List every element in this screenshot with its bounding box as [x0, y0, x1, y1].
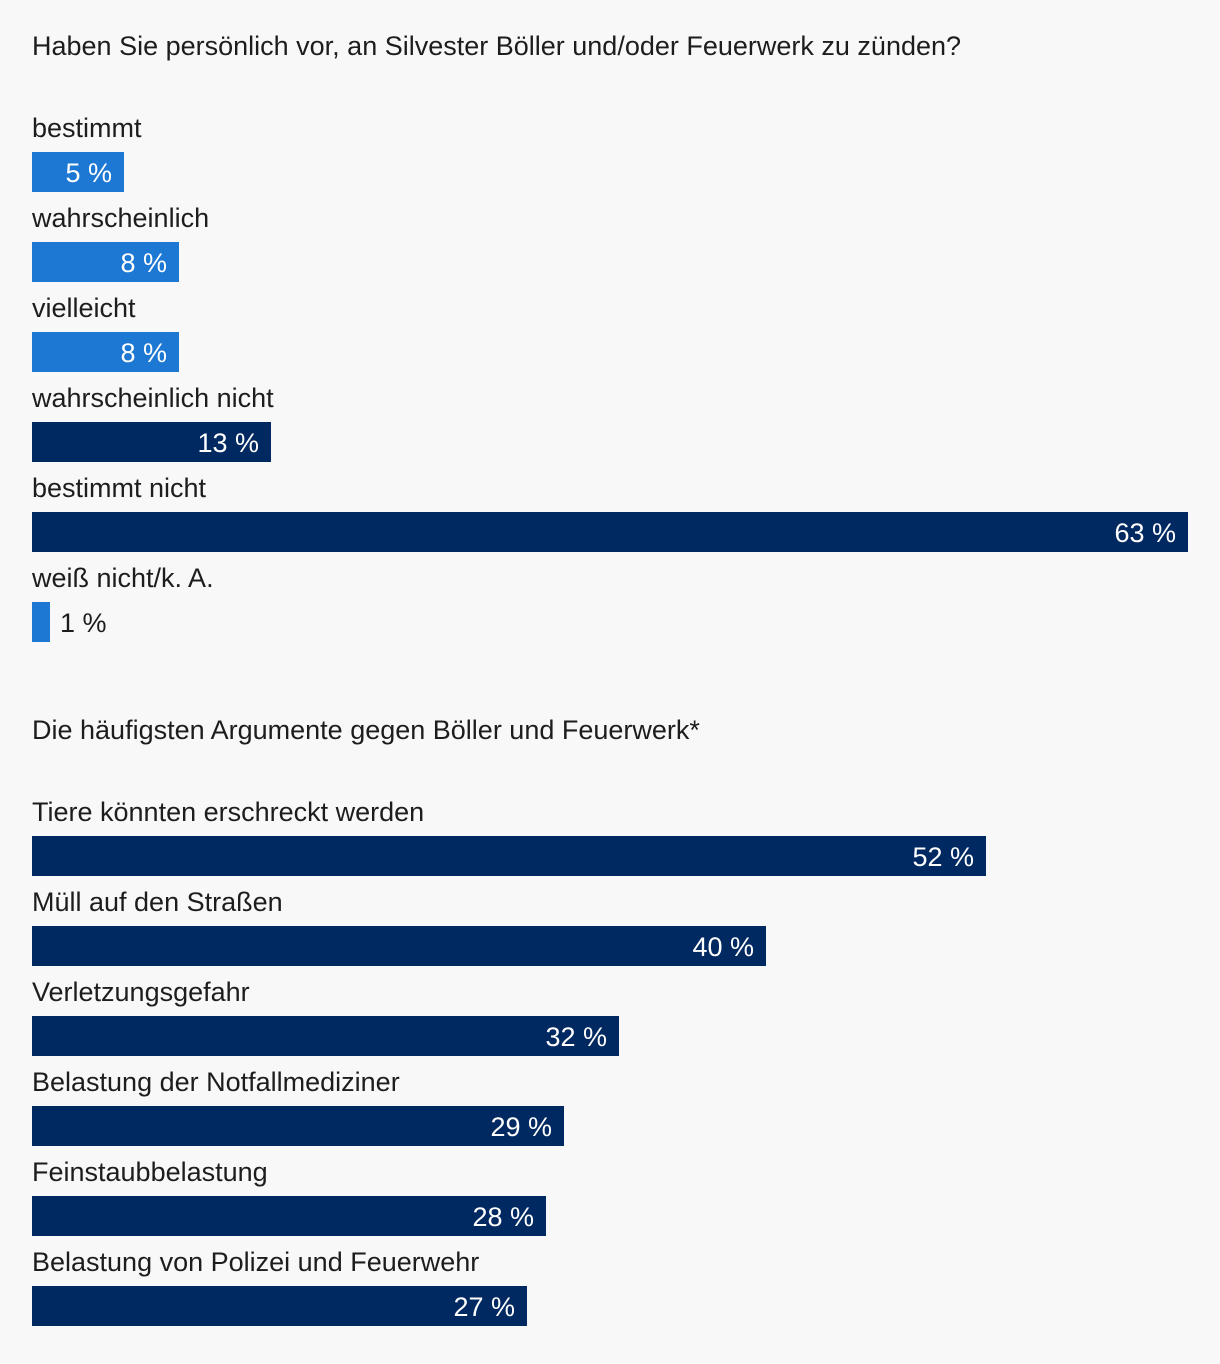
bar-row: vielleicht 8 %: [32, 293, 1188, 386]
category-label: Müll auf den Straßen: [32, 887, 283, 917]
value-label: 52 %: [912, 842, 974, 872]
bar-row: Belastung der Notfallmediziner 29 %: [32, 1067, 1188, 1160]
value-label: 27 %: [453, 1292, 515, 1322]
bar: [32, 926, 766, 966]
bar: [32, 422, 271, 462]
bar-row: Verletzungsgefahr 32 %: [32, 977, 1188, 1070]
category-label: Tiere könnten erschreckt werden: [32, 797, 425, 827]
chart-title: Haben Sie persönlich vor, an Silvester B…: [32, 31, 962, 61]
bar: [32, 332, 179, 372]
value-label: 32 %: [545, 1022, 607, 1052]
value-label: 28 %: [472, 1202, 534, 1232]
bar-list: bestimmt 5 % wahrscheinlich 8 % vielleicht 8 …: [32, 113, 1188, 656]
bar: [32, 512, 1188, 552]
bar-row: wahrscheinlich nicht 13 %: [32, 383, 1188, 476]
bar-row: bestimmt 5 %: [32, 113, 1188, 206]
category-label: Verletzungsgefahr: [32, 977, 250, 1007]
bar-row: wahrscheinlich 8 %: [32, 203, 1188, 296]
category-label: vielleicht: [32, 293, 136, 323]
bar: [32, 1196, 546, 1236]
bar: [32, 1286, 527, 1326]
category-label: wahrscheinlich nicht: [32, 383, 274, 413]
category-label: bestimmt nicht: [32, 473, 207, 503]
category-label: bestimmt: [32, 113, 142, 143]
bar-row: weiß nicht/k. A. 1 %: [32, 563, 1188, 656]
bar: [32, 242, 179, 282]
chart-title: Die häufigsten Argumente gegen Böller un…: [32, 715, 700, 745]
chart-arguments: Die häufigsten Argumente gegen Böller un…: [32, 710, 1188, 1340]
value-label: 8 %: [120, 248, 167, 278]
bar-row: Tiere könnten erschreckt werden 52 %: [32, 797, 1188, 890]
value-label: 63 %: [1114, 518, 1176, 548]
bar-row: bestimmt nicht 63 %: [32, 473, 1188, 566]
chart-intent: Haben Sie persönlich vor, an Silvester B…: [32, 26, 1188, 656]
bar-row: Feinstaubbelastung 28 %: [32, 1157, 1188, 1250]
bar: [32, 602, 50, 642]
value-label: 1 %: [60, 608, 107, 638]
bar: [32, 152, 124, 192]
bar-list: Tiere könnten erschreckt werden 52 % Müll …: [32, 797, 1188, 1340]
category-label: Belastung der Notfallmediziner: [32, 1067, 400, 1097]
category-label: wahrscheinlich: [32, 203, 210, 233]
category-label: weiß nicht/k. A.: [32, 563, 214, 593]
value-label: 29 %: [490, 1112, 552, 1142]
bar-row: Müll auf den Straßen 40 %: [32, 887, 1188, 980]
value-label: 13 %: [197, 428, 259, 458]
bar: [32, 1106, 564, 1146]
value-label: 5 %: [65, 158, 112, 188]
category-label: Belastung von Polizei und Feuerwehr: [32, 1247, 480, 1277]
value-label: 8 %: [120, 338, 167, 368]
bar-row: Belastung von Polizei und Feuerwehr 27 %: [32, 1247, 1188, 1340]
value-label: 40 %: [692, 932, 754, 962]
bar: [32, 1016, 619, 1056]
category-label: Feinstaubbelastung: [32, 1157, 268, 1187]
bar: [32, 836, 986, 876]
